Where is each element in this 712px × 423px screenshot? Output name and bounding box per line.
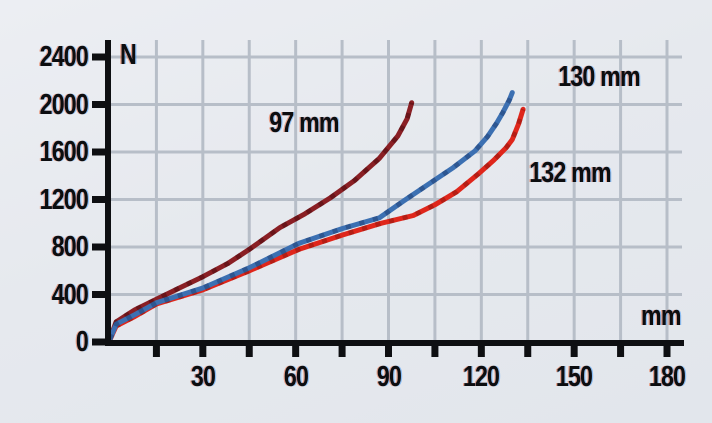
x-tick xyxy=(663,346,671,357)
y-tick-label: 2000 xyxy=(39,88,89,121)
y-axis-line xyxy=(105,40,111,346)
x-tick xyxy=(245,346,253,357)
curve-label-130mm: 130 mm xyxy=(558,61,640,93)
x-tick xyxy=(199,346,207,357)
x-tick-label: 60 xyxy=(283,361,309,393)
x-axis-unit-label: mm xyxy=(641,300,681,332)
x-tick xyxy=(338,346,346,357)
x-tick xyxy=(431,346,439,357)
y-tick-label: 1600 xyxy=(39,136,89,168)
y-tick-label: 2400 xyxy=(39,41,89,73)
x-tick-label: 30 xyxy=(190,361,216,393)
y-tick xyxy=(92,243,106,251)
x-tick xyxy=(152,346,160,357)
y-tick xyxy=(92,53,106,61)
y-tick xyxy=(92,101,106,108)
y-tick xyxy=(92,196,106,203)
x-tick xyxy=(524,346,532,357)
y-tick-label: 800 xyxy=(51,231,89,263)
curve-132mm xyxy=(107,106,526,343)
x-tick xyxy=(292,346,300,357)
y-tick-label: 400 xyxy=(51,278,89,311)
y-tick-label: 1200 xyxy=(39,183,89,216)
y-tick-label: 0 xyxy=(75,326,89,358)
curve-texture-130mm xyxy=(107,91,515,340)
y-tick xyxy=(92,291,106,298)
x-tick xyxy=(385,346,392,357)
x-tick-label: 90 xyxy=(376,361,401,393)
x-tick-label: 150 xyxy=(555,361,593,393)
x-tick xyxy=(477,346,485,357)
curve-texture-132mm xyxy=(107,108,526,341)
x-tick-label: 120 xyxy=(463,361,500,393)
y-axis-unit-label: N xyxy=(120,39,137,71)
x-tick xyxy=(617,346,625,357)
y-tick xyxy=(92,148,106,156)
x-tick xyxy=(570,346,578,357)
curve-97mm xyxy=(107,100,415,341)
y-tick xyxy=(92,338,106,346)
x-axis-line xyxy=(105,340,684,346)
x-tick-label: 180 xyxy=(648,361,686,393)
curve-label-132mm: 132 mm xyxy=(529,157,611,189)
curve-label-97mm: 97 mm xyxy=(269,107,339,139)
